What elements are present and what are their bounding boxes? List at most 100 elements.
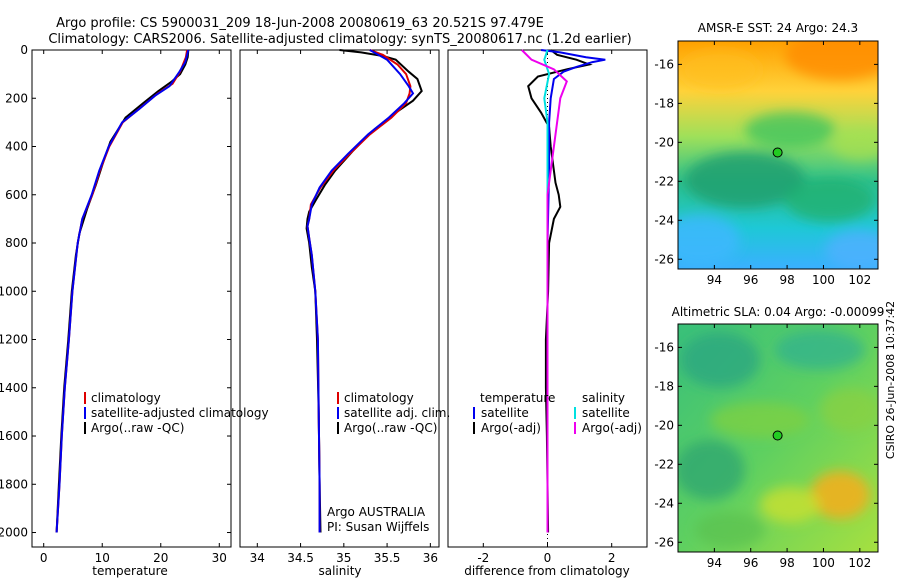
side-timestamp: CSIRO 26-Jun-2008 10:37:42	[884, 301, 897, 459]
y-tick-label: 0	[20, 43, 28, 57]
salinity-xlabel: salinity	[318, 564, 361, 578]
x-tick-label: 10	[95, 551, 110, 565]
y-tick-label: -24	[654, 496, 674, 510]
temperature-axes-box	[31, 49, 232, 548]
temperature-lines	[55, 49, 190, 533]
x-tick-label: 94	[707, 273, 722, 287]
salinity-annotation-line1: Argo AUSTRALIA	[327, 505, 426, 519]
sst-patch	[825, 230, 878, 269]
sst-patch	[685, 152, 805, 208]
x-tick-label: -2	[477, 551, 489, 565]
x-tick-label: 102	[848, 273, 871, 287]
y-tick-label: 400	[5, 140, 28, 154]
y-tick-label: 600	[5, 188, 28, 202]
sla-patch	[710, 402, 810, 438]
y-tick-label: -24	[654, 213, 674, 227]
sla-axes-box	[677, 323, 879, 553]
y-tick-label: 2000	[0, 526, 28, 540]
legend-label-satellite: satellite adj. clim.	[344, 406, 450, 420]
sst-axes-box	[677, 40, 879, 270]
figure-title-line2: Climatology: CARS2006. Satellite-adjuste…	[48, 32, 631, 47]
y-tick-label: -22	[654, 457, 674, 471]
y-tick-label: 800	[5, 236, 28, 250]
x-tick-label: 0	[40, 551, 48, 565]
salinity-legend: climatology satellite adj. clim. Argo(..…	[337, 391, 450, 435]
temperature-panel: 0 10 20 30 0 200 400 600 800 1000 1200 1400 1600 1800…	[0, 43, 269, 578]
sla-map-panel: Altimetric SLA: 0.04 Argo: -0.00099 94 96…	[654, 305, 884, 570]
legend-label-sal-satellite: satellite	[582, 406, 630, 420]
x-tick-label: 2	[608, 551, 616, 565]
y-tick-label: 1000	[0, 284, 28, 298]
x-tick-label: 34	[250, 551, 265, 565]
series-line-magenta	[521, 49, 568, 533]
legend-label-argo: Argo(..raw -QC)	[91, 421, 184, 435]
y-tick-label: 1400	[0, 381, 28, 395]
legend-title-temperature: temperature	[480, 391, 555, 405]
sst-patch	[832, 130, 878, 160]
legend-label-sal-argo: Argo(-adj)	[582, 421, 642, 435]
x-tick-label: 100	[812, 273, 835, 287]
sst-patch	[680, 50, 760, 90]
legend-label-climatology: climatology	[344, 391, 414, 405]
sla-patch	[760, 487, 820, 523]
figure-title-line1: Argo profile: CS 5900031_209 18-Jun-2008…	[56, 16, 544, 31]
legend-title-salinity: salinity	[582, 391, 625, 405]
legend-label-climatology: climatology	[91, 391, 161, 405]
sla-ticks: 94 96 98 100 102 -16 -18 -20 -22 -24 -26	[654, 324, 878, 570]
y-tick-label: 1200	[0, 333, 28, 347]
y-tick-label: -20	[654, 418, 674, 432]
x-tick-label: 96	[743, 556, 758, 570]
x-tick-label: 98	[779, 556, 794, 570]
temperature-legend: climatology satellite-adjusted climatolo…	[84, 391, 269, 435]
x-tick-label: 35.5	[374, 551, 401, 565]
sla-patch	[775, 330, 865, 370]
x-tick-label: 102	[848, 556, 871, 570]
legend-label-temp-argo: Argo(-adj)	[481, 421, 541, 435]
difference-xlabel: difference from climatology	[464, 564, 630, 578]
temperature-xlabel: temperature	[92, 564, 167, 578]
y-tick-label: 1600	[0, 429, 28, 443]
sla-patch	[678, 440, 745, 500]
series-line-black	[527, 49, 593, 533]
sst-patch	[785, 41, 878, 80]
difference-lines	[521, 49, 606, 547]
y-tick-label: -22	[654, 174, 674, 188]
salinity-ticks: 34 34.5 35 35.5 36	[250, 50, 438, 565]
sla-patch	[680, 332, 760, 388]
sla-patch	[810, 471, 870, 519]
salinity-panel: 34 34.5 35 35.5 36 salinity climatology sate…	[239, 49, 450, 578]
x-tick-label: 35	[336, 551, 351, 565]
y-tick-label: -16	[654, 340, 674, 354]
sst-patch	[678, 215, 740, 265]
x-tick-label: 96	[743, 273, 758, 287]
series-line-blue	[540, 49, 606, 533]
y-tick-label: -18	[654, 379, 674, 393]
series-line-black	[305, 49, 423, 533]
argo-position-marker	[772, 430, 783, 441]
x-tick-label: 36	[423, 551, 438, 565]
x-tick-label: 94	[707, 556, 722, 570]
salinity-lines	[305, 49, 423, 533]
series-line-blue	[55, 49, 190, 533]
difference-ticks: -2 0 2	[477, 50, 616, 565]
sla-patches	[678, 330, 878, 548]
sla-map-title: Altimetric SLA: 0.04 Argo: -0.00099	[672, 305, 885, 319]
series-line-blue	[306, 49, 415, 533]
y-tick-label: -18	[654, 96, 674, 110]
salinity-axes-box	[239, 49, 440, 548]
x-tick-label: 98	[779, 273, 794, 287]
legend-label-argo: Argo(..raw -QC)	[344, 421, 437, 435]
sla-patch	[820, 388, 878, 432]
y-tick-label: 1800	[0, 477, 28, 491]
y-tick-label: -20	[654, 135, 674, 149]
temperature-ticks: 0 10 20 30 0 200 400 600 800 1000 1200 1400 1600 1800…	[0, 43, 231, 565]
legend-label-temp-satellite: satellite	[481, 406, 529, 420]
series-line-red	[306, 49, 412, 533]
x-tick-label: 34.5	[287, 551, 314, 565]
x-tick-label: 100	[812, 556, 835, 570]
y-tick-label: -16	[654, 57, 674, 71]
x-tick-label: 0	[544, 551, 552, 565]
difference-legend: temperature salinity satellite Argo(-adj…	[473, 391, 642, 435]
x-tick-label: 20	[153, 551, 168, 565]
sst-map-title: AMSR-E SST: 24 Argo: 24.3	[698, 21, 858, 35]
